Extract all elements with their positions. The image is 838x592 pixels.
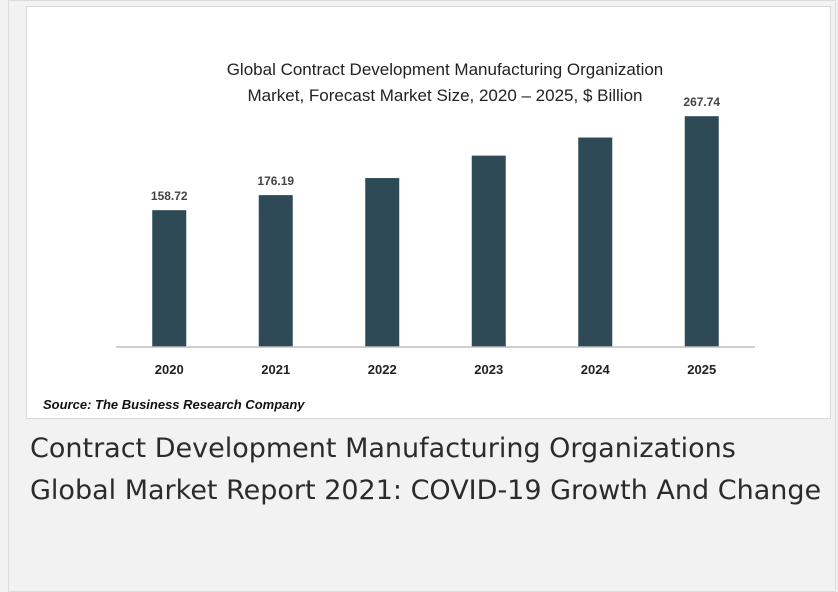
chart-title-line-1: Global Contract Development Manufacturin… [227, 60, 664, 79]
bar-chart: Global Contract Development Manufacturin… [116, 60, 755, 377]
bar-2021 [258, 195, 293, 347]
source-note: Source: The Business Research Company [43, 397, 305, 412]
bar-2025 [684, 116, 719, 347]
x-tick-label-2025: 2025 [687, 362, 716, 377]
x-tick-label-2020: 2020 [155, 362, 184, 377]
bar-2024 [578, 137, 613, 347]
x-tick-label-2021: 2021 [261, 362, 290, 377]
data-label-2020: 158.72 [151, 189, 188, 203]
x-tick-label-2024: 2024 [581, 362, 611, 377]
data-label-2025: 267.74 [683, 95, 720, 109]
chart-panel: Global Contract Development Manufacturin… [26, 6, 831, 419]
bar-2020 [152, 210, 187, 347]
article-card: Global Contract Development Manufacturin… [8, 0, 836, 592]
data-label-2021: 176.19 [257, 174, 294, 188]
bar-2023 [471, 155, 506, 347]
chart-title-line-2: Market, Forecast Market Size, 2020 – 202… [248, 86, 643, 105]
bar-2022 [365, 178, 400, 347]
x-tick-label-2022: 2022 [368, 362, 397, 377]
x-tick-label-2023: 2023 [474, 362, 503, 377]
report-title[interactable]: Contract Development Manufacturing Organ… [30, 433, 822, 506]
